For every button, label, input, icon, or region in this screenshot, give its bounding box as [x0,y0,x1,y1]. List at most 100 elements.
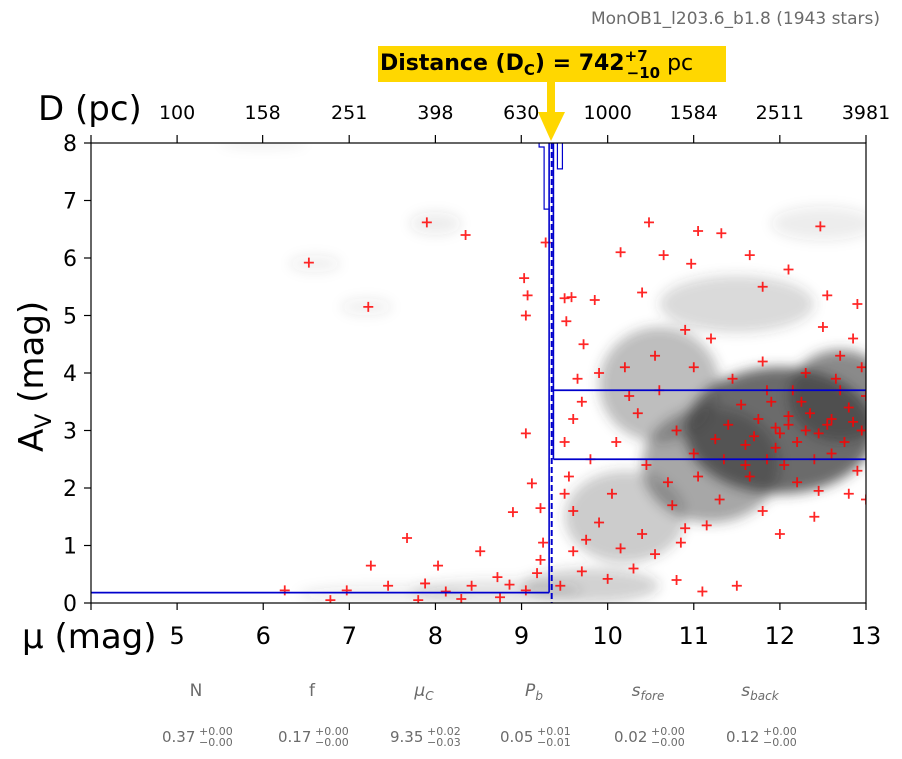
scatter-point [341,585,352,596]
scatter-point [792,477,803,488]
scatter-point [667,500,678,511]
top-tick-label: 3981 [842,102,890,124]
top-tick-label: 398 [417,102,453,124]
y-tick-label: 5 [63,305,77,330]
scatter-point [688,448,699,459]
scatter-point [809,511,820,522]
scatter-point [572,373,583,384]
y-tick-label: 4 [63,362,77,387]
scatter-point [848,333,859,344]
y-tick-label: 2 [63,477,77,502]
scatter-point [779,460,790,470]
density-blob-4 [564,470,686,563]
param-name: sfore [632,681,665,703]
scatter-point [671,575,682,585]
scatter-point [852,299,863,309]
param-upper-error: +0.02 [427,725,461,738]
scatter-point [783,264,794,275]
scatter-point [520,585,531,596]
y-axis-label: AV (mag) [12,301,57,452]
scatter-point [365,560,376,571]
scatter-point [843,402,854,413]
param-name: μC [413,681,434,703]
scatter-point [757,281,768,292]
scatter-point [697,586,708,597]
param-value: 0.05 [500,728,533,746]
scatter-point [563,471,574,482]
x-tick-label: 11 [679,622,710,650]
scatter-point [520,428,531,439]
param-lower-error: −0.00 [651,736,685,749]
density-blob-9 [771,206,866,241]
scatter-point [555,580,566,591]
scatter-point [421,217,432,228]
scatter-point [757,356,768,367]
bottom-axis: 5 6 7 8 9 10 11 12 13 [90,603,881,650]
top-axis: 100 158 251 398 630 1000 1584 2511 3981 [90,102,890,143]
scatter-point [559,293,570,304]
param-name: f [309,681,316,701]
scatter-point [744,471,755,482]
scatter-point [363,301,374,312]
param-value: 0.17 [278,728,311,746]
scatter-point [325,595,336,603]
y-tick-label: 7 [63,190,77,215]
y-tick-label: 6 [63,247,77,272]
plot-background [91,143,866,603]
scatter-point [783,419,794,430]
scatter-point [792,437,803,447]
param-name: N [190,681,203,701]
y-tick-label: 3 [63,420,77,445]
scatter-point [279,585,290,596]
param-upper-error: +0.00 [763,725,797,738]
scatter-point [852,465,863,476]
scatter-point [535,554,546,565]
scatter-point [731,580,742,591]
scatter-point [675,537,686,548]
scatter-point [568,506,579,516]
top-tick-label: 2511 [756,102,804,124]
param-lower-error: −0.00 [315,736,349,749]
scatter-point [774,428,785,439]
param-lower-error: −0.03 [427,736,461,749]
scatter-point [538,537,549,548]
scatter-point [740,460,751,470]
scatter-point [723,419,734,430]
x-tick-label: 12 [765,622,796,650]
scatter-point [800,368,811,378]
scatter-point [839,437,850,447]
scatter-point [714,494,725,505]
scatter-point [815,221,826,232]
scatter-point [628,563,639,574]
scatter-point [606,488,617,499]
scatter-point [662,477,673,488]
scatter-point [637,529,648,539]
scatter-point [632,408,643,419]
top-axis-label: D (pc) [38,89,142,129]
scatter-point [822,419,833,430]
scatter-point [576,566,587,577]
scatter-point [420,578,431,589]
scatter-point [861,391,866,401]
scatter-point [566,292,577,303]
param-value: 9.35 [390,728,423,746]
scatter-point [594,517,605,528]
scatter-point [835,350,846,361]
param-value: 0.02 [614,728,647,746]
scatter-point [624,391,635,401]
scatter-point [520,310,531,321]
scatter-point [688,362,699,373]
scatter-point [805,408,816,419]
scatter-point [576,396,587,407]
scatter-point [440,586,451,597]
y-tick-label: 8 [63,132,77,157]
scatter-point [413,595,424,603]
density-blob-11 [289,255,341,273]
y-tick-label: 1 [63,535,77,560]
density-blob-1 [788,350,866,442]
scatter-point [568,414,579,424]
scatter-point [706,333,716,344]
x-tick-label: 10 [592,622,623,650]
scatter-point [800,425,811,436]
scatter-point [611,437,622,447]
